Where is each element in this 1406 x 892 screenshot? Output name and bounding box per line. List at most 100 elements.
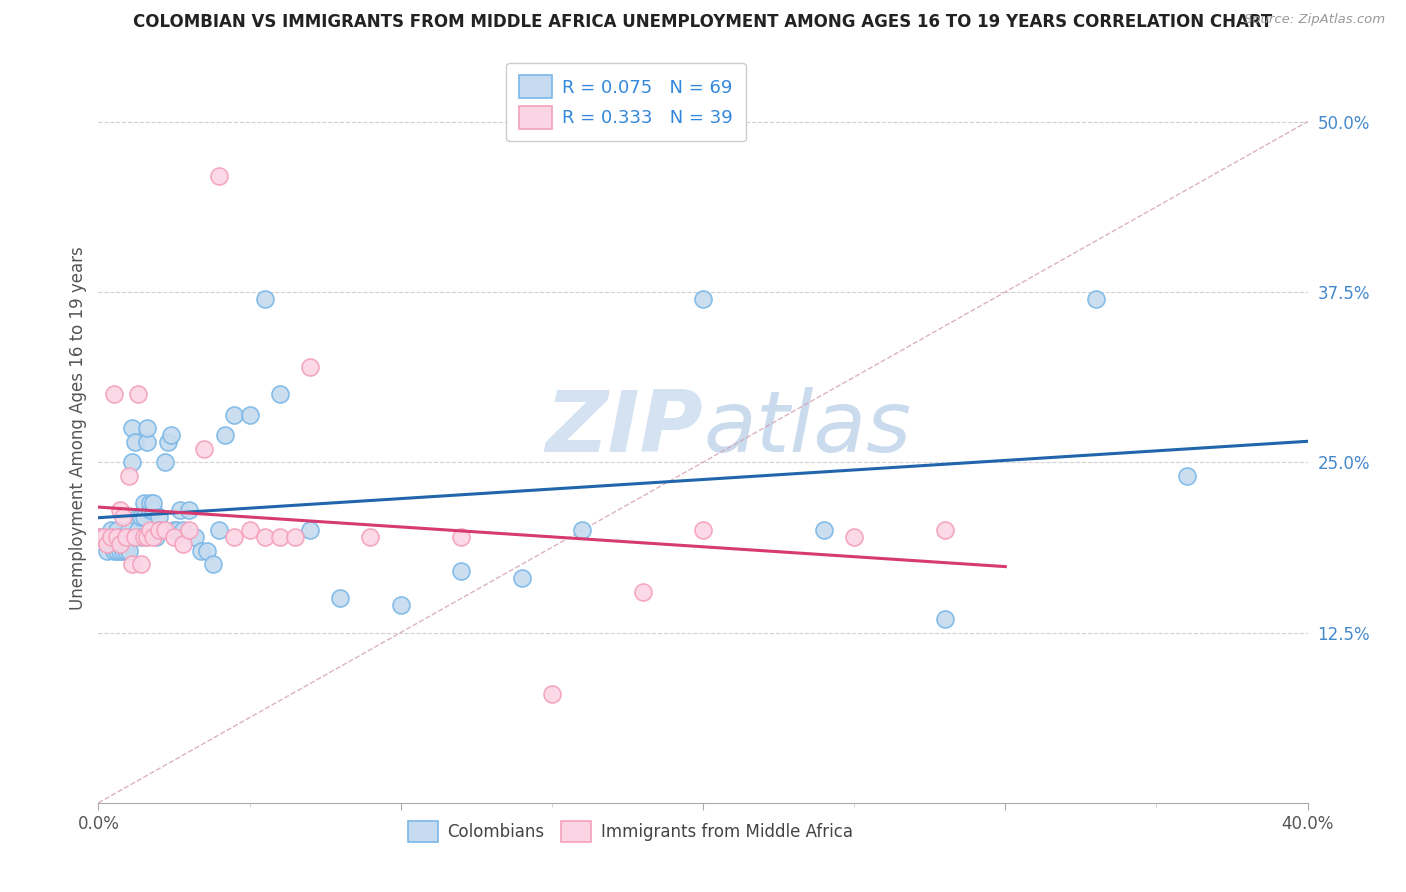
Point: [169, 503, 191, 517]
Point: [540, 687, 562, 701]
Point: [100, 537, 122, 551]
Point: [934, 612, 956, 626]
Point: [135, 434, 157, 449]
Point: [139, 503, 162, 517]
Point: [208, 524, 231, 538]
Point: [202, 558, 225, 572]
Point: [118, 468, 141, 483]
Point: [142, 530, 165, 544]
Point: [153, 455, 176, 469]
Point: [118, 524, 141, 538]
Point: [135, 421, 157, 435]
Point: [844, 530, 866, 544]
Point: [114, 530, 136, 544]
Point: [103, 530, 125, 544]
Point: [108, 530, 131, 544]
Point: [132, 509, 155, 524]
Point: [114, 530, 136, 544]
Point: [510, 571, 533, 585]
Point: [127, 509, 149, 524]
Y-axis label: Unemployment Among Ages 16 to 19 years: Unemployment Among Ages 16 to 19 years: [69, 246, 87, 610]
Point: [124, 530, 146, 544]
Point: [139, 524, 162, 538]
Point: [105, 530, 128, 544]
Point: [224, 408, 246, 422]
Point: [389, 599, 412, 613]
Point: [108, 503, 131, 517]
Legend: Colombians, Immigrants from Middle Africa: Colombians, Immigrants from Middle Afric…: [399, 813, 862, 851]
Point: [142, 496, 165, 510]
Point: [193, 442, 215, 456]
Point: [103, 543, 125, 558]
Point: [105, 543, 128, 558]
Point: [129, 558, 152, 572]
Point: [148, 524, 170, 538]
Point: [269, 387, 291, 401]
Point: [142, 503, 165, 517]
Point: [224, 530, 246, 544]
Point: [214, 428, 236, 442]
Point: [160, 428, 183, 442]
Point: [127, 524, 149, 538]
Point: [450, 530, 472, 544]
Text: atlas: atlas: [703, 386, 911, 470]
Point: [360, 530, 382, 544]
Point: [195, 543, 218, 558]
Point: [114, 543, 136, 558]
Point: [124, 434, 146, 449]
Point: [121, 558, 143, 572]
Point: [127, 387, 149, 401]
Point: [93, 530, 115, 544]
Point: [148, 524, 170, 538]
Point: [239, 524, 262, 538]
Point: [156, 434, 179, 449]
Point: [93, 530, 115, 544]
Point: [118, 543, 141, 558]
Point: [129, 509, 152, 524]
Point: [132, 496, 155, 510]
Point: [172, 537, 194, 551]
Point: [87, 530, 110, 544]
Point: [108, 543, 131, 558]
Point: [111, 509, 134, 524]
Point: [111, 543, 134, 558]
Point: [692, 524, 714, 538]
Point: [299, 524, 322, 538]
Point: [208, 169, 231, 183]
Point: [145, 530, 167, 544]
Point: [121, 421, 143, 435]
Point: [100, 524, 122, 538]
Point: [96, 543, 118, 558]
Point: [934, 524, 956, 538]
Point: [284, 530, 307, 544]
Point: [239, 408, 262, 422]
Point: [103, 387, 125, 401]
Point: [118, 530, 141, 544]
Text: COLOMBIAN VS IMMIGRANTS FROM MIDDLE AFRICA UNEMPLOYMENT AMONG AGES 16 TO 19 YEAR: COLOMBIAN VS IMMIGRANTS FROM MIDDLE AFRI…: [134, 13, 1272, 31]
Point: [299, 359, 322, 374]
Point: [166, 524, 188, 538]
Point: [105, 524, 128, 538]
Point: [121, 455, 143, 469]
Point: [153, 524, 176, 538]
Point: [450, 564, 472, 578]
Text: ZIP: ZIP: [546, 386, 703, 470]
Point: [184, 530, 207, 544]
Point: [111, 530, 134, 544]
Point: [132, 530, 155, 544]
Point: [163, 524, 186, 538]
Point: [253, 292, 276, 306]
Point: [111, 537, 134, 551]
Text: Source: ZipAtlas.com: Source: ZipAtlas.com: [1244, 13, 1385, 27]
Point: [135, 530, 157, 544]
Point: [172, 524, 194, 538]
Point: [329, 591, 352, 606]
Point: [105, 530, 128, 544]
Point: [631, 584, 654, 599]
Point: [179, 503, 201, 517]
Point: [96, 537, 118, 551]
Point: [190, 543, 212, 558]
Point: [139, 496, 162, 510]
Point: [813, 524, 835, 538]
Point: [692, 292, 714, 306]
